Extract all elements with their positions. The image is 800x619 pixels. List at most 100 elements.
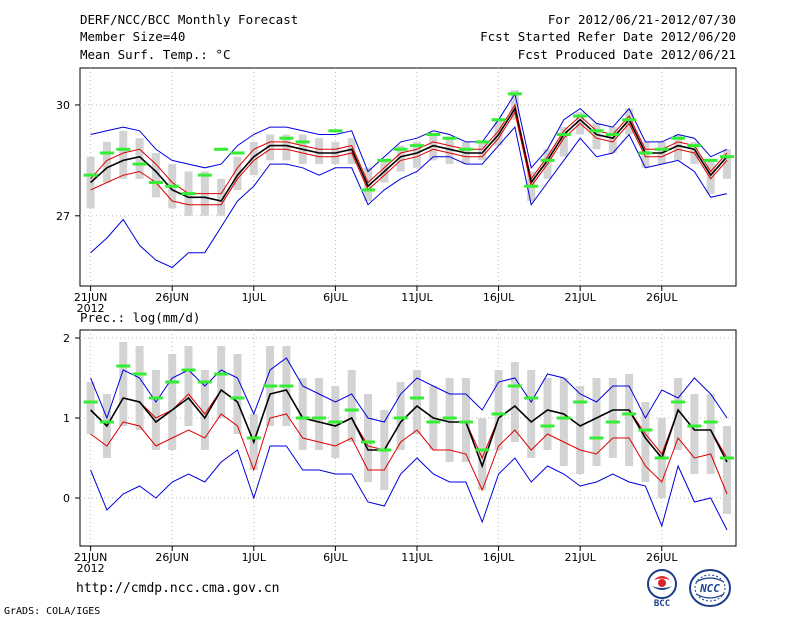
spread-box — [135, 138, 144, 179]
spread-box — [608, 127, 617, 153]
observed-mark — [377, 158, 392, 162]
series-p10-line — [90, 111, 728, 206]
observed-mark — [573, 400, 588, 404]
spread-box — [706, 394, 715, 474]
x-tick-label: 1JUL — [242, 291, 267, 304]
spread-box — [543, 378, 552, 450]
observed-mark — [393, 147, 408, 151]
observed-mark — [116, 364, 131, 368]
x-tick-label: 11JUL — [401, 551, 433, 564]
observed-mark — [295, 140, 310, 144]
observed-mark — [197, 173, 212, 177]
observed-mark — [409, 396, 424, 400]
series-min-line — [90, 445, 728, 531]
observed-mark — [148, 396, 163, 400]
spread-box — [217, 178, 226, 216]
source-url[interactable]: http://cmdp.ncc.cma.gov.cn — [76, 581, 280, 596]
observed-mark — [426, 420, 441, 424]
spread-box — [706, 160, 715, 194]
observed-mark — [605, 420, 620, 424]
observed-mark — [361, 188, 376, 192]
observed-mark — [524, 396, 539, 400]
variable-temp: Mean Surf. Temp.: °C — [80, 47, 231, 62]
x-tick-label: 26JUN — [155, 291, 189, 304]
observed-mark — [687, 144, 702, 148]
observed-mark — [475, 448, 490, 452]
observed-mark — [230, 151, 245, 155]
x-tick-label: 6JUL — [323, 291, 348, 304]
panel-frame — [79, 67, 737, 287]
spread-box — [102, 141, 111, 183]
spread-box — [364, 394, 373, 482]
observed-mark — [197, 380, 212, 384]
observed-mark — [181, 368, 196, 372]
spread-box — [151, 152, 160, 198]
series-max-line — [90, 92, 728, 173]
spread-box — [592, 378, 601, 466]
panel-frame — [79, 329, 737, 547]
spread-box — [412, 141, 421, 168]
spread-box — [412, 370, 421, 434]
series-mean-line — [90, 388, 728, 469]
y-tick-label: 30 — [56, 99, 70, 112]
x-tick-label: 16JUL — [483, 291, 515, 304]
spread-box — [119, 130, 128, 179]
spread-box — [266, 134, 275, 161]
observed-mark — [116, 147, 131, 151]
observed-mark — [605, 133, 620, 137]
spread-box — [625, 374, 634, 466]
observed-mark — [524, 184, 539, 188]
spread-box — [608, 378, 617, 458]
spread-box — [347, 370, 356, 442]
spread-box — [315, 138, 324, 165]
observed-mark — [377, 448, 392, 452]
x-year-label: 2012 — [77, 302, 105, 315]
observed-mark — [556, 133, 571, 137]
spread-box — [86, 156, 95, 209]
spread-box — [298, 378, 307, 450]
observed-mark — [442, 136, 457, 140]
spread-box — [510, 362, 519, 442]
observed-mark — [638, 428, 653, 432]
observed-mark — [148, 181, 163, 185]
spread-box — [429, 134, 438, 161]
grads-credit: GrADS: COLA/IGES — [4, 606, 101, 617]
observed-mark — [99, 420, 114, 424]
x-tick-label: 1JUL — [242, 551, 267, 564]
observed-mark — [720, 155, 735, 159]
spread-box — [625, 108, 634, 135]
observed-mark — [458, 147, 473, 151]
series-min-line — [90, 126, 728, 269]
observed-mark — [654, 456, 669, 460]
observed-mark — [165, 380, 180, 384]
observed-mark — [312, 416, 327, 420]
y-tick-label: 2 — [63, 332, 70, 345]
series-p10-line — [90, 413, 728, 495]
spread-box — [478, 418, 487, 490]
spread-box — [249, 141, 258, 176]
observed-mark — [279, 136, 294, 140]
observed-mark — [589, 436, 604, 440]
spread-box — [494, 119, 503, 146]
x-tick-label: 21JUL — [564, 551, 596, 564]
observed-mark — [83, 173, 98, 177]
spread-box — [445, 378, 454, 462]
observed-mark — [426, 133, 441, 137]
spread-box — [641, 402, 650, 482]
spread-box — [723, 149, 732, 179]
observed-mark — [491, 118, 506, 122]
y-tick-label: 27 — [56, 210, 70, 223]
x-tick-label: 16JUL — [483, 551, 515, 564]
observed-mark — [540, 424, 555, 428]
spread-box — [674, 134, 683, 161]
observed-mark — [165, 184, 180, 188]
series-p90-line — [90, 103, 728, 195]
spread-box — [527, 370, 536, 458]
observed-mark — [214, 147, 229, 151]
spread-box — [135, 346, 144, 430]
spread-box — [592, 123, 601, 150]
x-tick-label: 26JUN — [155, 551, 189, 564]
x-year-label: 2012 — [77, 562, 105, 575]
spread-box — [233, 156, 242, 190]
spread-box — [461, 378, 470, 462]
